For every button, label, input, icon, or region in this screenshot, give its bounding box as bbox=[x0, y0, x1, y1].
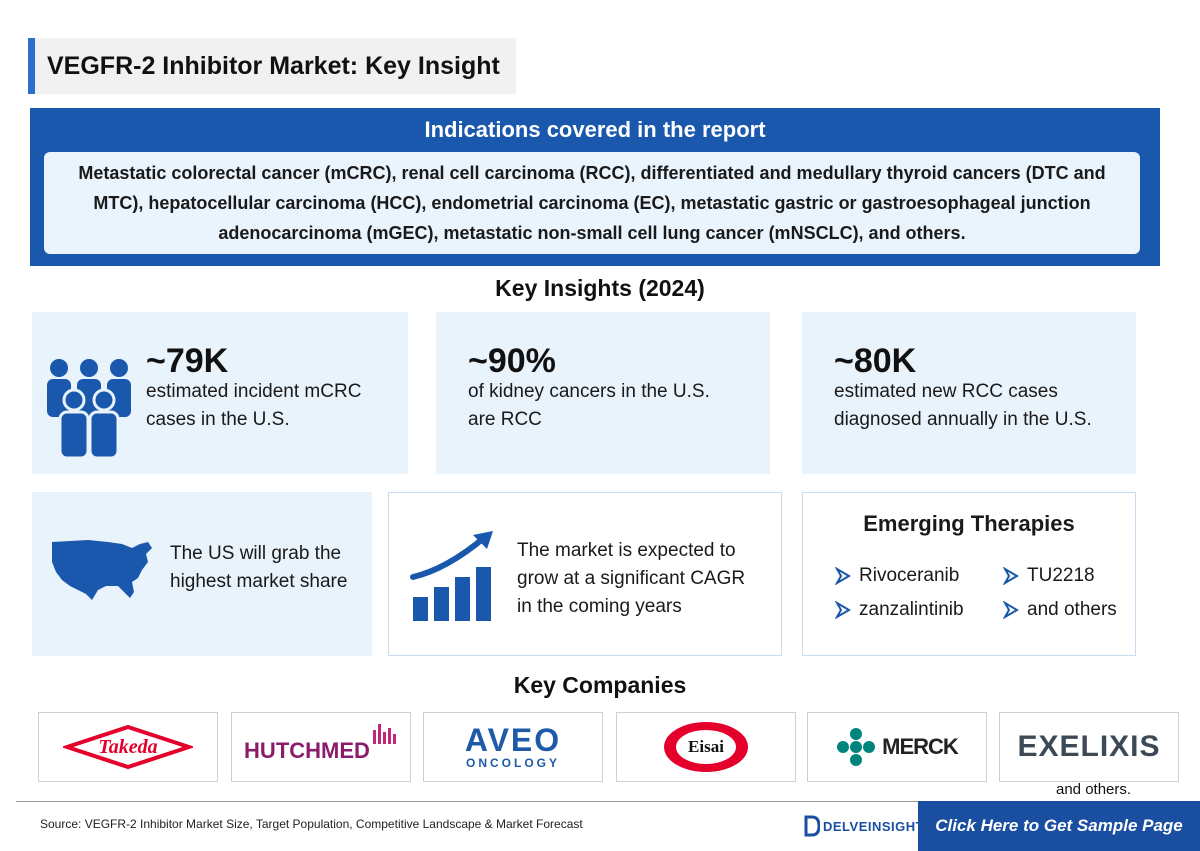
stat-desc-line2: diagnosed annually in the U.S. bbox=[834, 409, 1092, 430]
page-title: VEGFR-2 Inhibitor Market: Key Insight bbox=[47, 51, 500, 80]
stat-value: ~79K bbox=[146, 342, 229, 380]
therapy-item: zanzalintinib bbox=[835, 599, 964, 621]
therapy-name: and others bbox=[1027, 599, 1117, 620]
key-insights-heading: Key Insights (2024) bbox=[495, 275, 705, 301]
source-text: Source: VEGFR-2 Inhibitor Market Size, T… bbox=[40, 817, 583, 831]
growth-line3: in the coming years bbox=[517, 596, 682, 617]
indications-text: Metastatic colorectal cancer (mCRC), ren… bbox=[78, 163, 1106, 243]
merck-logo-icon bbox=[837, 728, 876, 766]
therapy-item: TU2218 bbox=[1003, 565, 1095, 587]
us-share-line1: The US will grab the bbox=[170, 543, 342, 564]
hutchmed-wordmark: HUTCHMED bbox=[244, 738, 370, 763]
chevron-right-icon bbox=[835, 567, 851, 585]
hutchmed-bars-icon bbox=[372, 724, 396, 744]
stat-card-mcrc: ~79K estimated incident mCRC cases in th… bbox=[32, 312, 408, 474]
usa-map-icon bbox=[52, 540, 152, 600]
stat-desc-line2: are RCC bbox=[468, 409, 542, 430]
stat-card-rcc-share: ~90% of kidney cancers in the U.S. are R… bbox=[436, 312, 770, 474]
indications-panel: Indications covered in the report Metast… bbox=[30, 108, 1160, 266]
stat-desc-line1: estimated new RCC cases bbox=[834, 381, 1058, 402]
takeda-logo-icon bbox=[63, 724, 193, 770]
delveinsight-logo: DELVEINSIGHT bbox=[804, 815, 924, 837]
logo-merck: MERCK bbox=[807, 712, 987, 782]
delveinsight-mark-icon bbox=[804, 815, 820, 837]
chevron-right-icon bbox=[835, 601, 851, 619]
eisai-logo-icon bbox=[664, 722, 748, 772]
us-share-line2: highest market share bbox=[170, 571, 348, 592]
people-group-icon bbox=[47, 359, 131, 460]
aveo-subtitle: ONCOLOGY bbox=[465, 756, 560, 770]
emerging-therapies-heading: Emerging Therapies bbox=[863, 511, 1075, 536]
merck-wordmark: MERCK bbox=[882, 734, 959, 759]
growth-card: The market is expected to grow at a sign… bbox=[388, 492, 782, 656]
us-share-card: The US will grab the highest market shar… bbox=[32, 492, 372, 656]
growth-line2: grow at a significant CAGR bbox=[517, 568, 746, 589]
therapy-item: and others bbox=[1003, 599, 1117, 621]
stat-card-rcc-cases: ~80K estimated new RCC cases diagnosed a… bbox=[802, 312, 1136, 474]
logo-hutchmed: HUTCHMED bbox=[231, 712, 411, 782]
footer-divider bbox=[16, 801, 918, 802]
growth-line1: The market is expected to bbox=[517, 540, 736, 561]
logo-takeda: Takeda bbox=[38, 712, 218, 782]
eisai-wordmark: Eisai bbox=[688, 737, 724, 756]
get-sample-page-button[interactable]: Click Here to Get Sample Page bbox=[918, 801, 1200, 851]
indications-box: Metastatic colorectal cancer (mCRC), ren… bbox=[44, 152, 1140, 254]
therapy-name: zanzalintinib bbox=[859, 599, 964, 620]
chevron-right-icon bbox=[1003, 601, 1019, 619]
logo-eisai: Eisai bbox=[616, 712, 796, 782]
chevron-right-icon bbox=[1003, 567, 1019, 585]
takeda-wordmark: Takeda bbox=[98, 735, 158, 758]
therapy-name: TU2218 bbox=[1027, 565, 1095, 586]
stat-desc-line2: cases in the U.S. bbox=[146, 409, 290, 430]
delveinsight-wordmark: DELVEINSIGHT bbox=[823, 818, 925, 834]
companies-and-others: and others. bbox=[1056, 781, 1132, 798]
emerging-therapies-card: Emerging Therapies Rivoceranib TU2218 za… bbox=[802, 492, 1136, 656]
aveo-wordmark: AVEO bbox=[464, 722, 562, 758]
therapy-item: Rivoceranib bbox=[835, 565, 959, 587]
logo-aveo: AVEO ONCOLOGY bbox=[423, 712, 603, 782]
page-title-banner: VEGFR-2 Inhibitor Market: Key Insight bbox=[28, 38, 516, 94]
logo-exelixis: EXELIXIS bbox=[999, 712, 1179, 782]
therapy-name: Rivoceranib bbox=[859, 565, 960, 586]
stat-value: ~90% bbox=[468, 342, 556, 380]
key-companies-heading: Key Companies bbox=[513, 672, 687, 698]
stat-desc-line1: estimated incident mCRC bbox=[146, 381, 362, 402]
growth-chart-icon bbox=[410, 531, 493, 621]
stat-value: ~80K bbox=[834, 342, 917, 380]
indications-heading: Indications covered in the report bbox=[424, 117, 766, 142]
exelixis-wordmark: EXELIXIS bbox=[1017, 730, 1161, 763]
stat-desc-line1: of kidney cancers in the U.S. bbox=[468, 381, 710, 402]
